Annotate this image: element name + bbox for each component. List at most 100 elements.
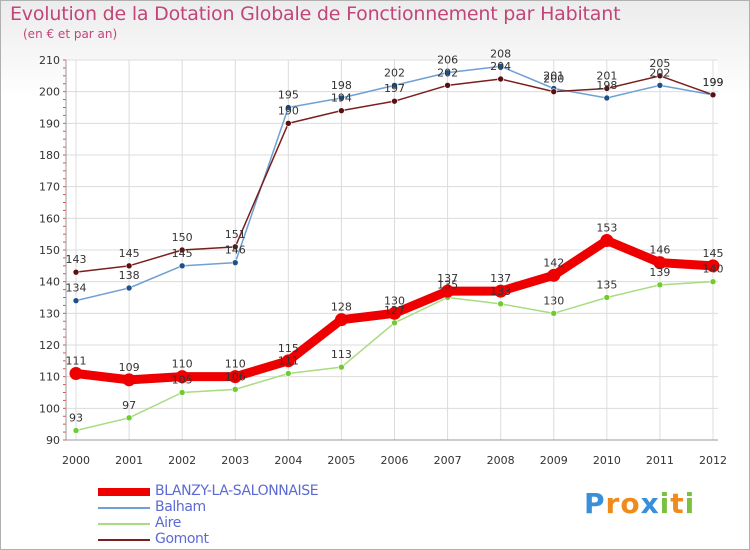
data-label-balham: 202	[649, 66, 670, 79]
logo-letter: i	[684, 487, 696, 520]
data-label-blanzy-la-salonnaise: 109	[119, 361, 140, 374]
x-tick-label: 2010	[593, 454, 621, 467]
data-point-aire	[550, 310, 558, 317]
data-point-blanzy-la-salonnaise	[547, 268, 561, 282]
legend-swatch	[98, 488, 150, 496]
data-label-balham: 201	[543, 70, 564, 83]
data-label-balham: 198	[331, 79, 352, 92]
data-label-gomont: 151	[225, 228, 246, 241]
data-point-blanzy-la-salonnaise	[653, 256, 667, 270]
data-label-gomont: 205	[649, 57, 670, 70]
data-label-gomont: 197	[384, 82, 405, 95]
data-label-aire: 111	[278, 355, 299, 368]
data-point-balham	[338, 94, 345, 102]
data-label-aire: 135	[437, 279, 458, 292]
data-label-balham: 145	[172, 247, 193, 260]
data-label-blanzy-la-salonnaise: 153	[596, 222, 617, 235]
data-label-aire: 97	[122, 399, 136, 412]
data-point-blanzy-la-salonnaise	[441, 284, 455, 298]
data-point-gomont	[125, 262, 133, 270]
data-label-aire: 133	[490, 285, 511, 298]
data-label-blanzy-la-salonnaise: 146	[649, 244, 670, 257]
data-label-gomont: 190	[278, 104, 299, 117]
data-point-blanzy-la-salonnaise	[388, 306, 401, 320]
y-tick-label: 210	[39, 54, 60, 67]
data-point-aire	[603, 294, 611, 301]
chart-title: Evolution de la Dotation Globale de Fonc…	[10, 3, 621, 25]
data-point-gomont	[603, 85, 611, 92]
data-point-aire	[497, 300, 504, 308]
data-point-aire	[391, 319, 398, 327]
data-label-balham: 199	[703, 76, 724, 89]
data-point-blanzy-la-salonnaise	[228, 370, 242, 384]
y-tick-label: 160	[39, 212, 60, 225]
data-point-aire	[72, 427, 80, 434]
x-tick-label: 2003	[221, 454, 249, 467]
data-point-blanzy-la-salonnaise	[122, 373, 136, 387]
chart-subtitle: (en € et par an)	[23, 27, 118, 41]
data-label-gomont: 150	[172, 231, 193, 244]
x-tick-label: 2002	[168, 454, 196, 467]
legend-swatch	[98, 539, 150, 541]
data-label-aire: 106	[225, 370, 246, 383]
data-point-gomont	[178, 246, 186, 254]
data-point-balham	[444, 69, 451, 76]
data-point-blanzy-la-salonnaise	[69, 367, 83, 380]
x-tick-label: 2007	[434, 454, 462, 467]
x-tick-label: 2005	[327, 454, 355, 467]
logo-letter: r	[605, 487, 621, 520]
data-label-aire: 105	[172, 374, 193, 387]
data-label-blanzy-la-salonnaise: 145	[703, 247, 724, 260]
data-point-gomont	[391, 97, 398, 105]
data-point-gomont	[72, 268, 80, 276]
data-label-gomont: 145	[119, 247, 140, 260]
data-label-aire: 127	[384, 304, 405, 317]
data-label-blanzy-la-salonnaise: 110	[172, 358, 193, 371]
data-label-balham: 198	[596, 79, 617, 92]
data-point-blanzy-la-salonnaise	[334, 313, 348, 327]
x-tick-label: 2001	[115, 454, 143, 467]
data-label-blanzy-la-salonnaise: 111	[66, 355, 87, 368]
legend-swatch	[98, 523, 150, 525]
data-label-blanzy-la-salonnaise: 130	[384, 294, 405, 307]
legend-label: Balham	[155, 499, 206, 515]
y-tick-label: 200	[39, 86, 60, 99]
data-point-gomont	[709, 91, 717, 99]
data-label-balham: 206	[437, 54, 458, 67]
y-tick-label: 110	[39, 371, 60, 384]
data-point-gomont	[550, 88, 558, 95]
data-label-gomont: 199	[703, 76, 724, 89]
data-label-aire: 135	[596, 279, 617, 292]
x-tick-label: 2012	[699, 454, 727, 467]
data-label-blanzy-la-salonnaise: 137	[437, 272, 458, 285]
data-label-aire: 139	[649, 266, 670, 279]
data-point-balham	[231, 259, 239, 266]
data-point-aire	[338, 363, 345, 371]
data-point-aire	[125, 414, 133, 422]
data-point-balham	[391, 82, 398, 89]
data-label-aire: 130	[543, 294, 564, 307]
data-label-gomont: 143	[66, 253, 87, 266]
data-point-blanzy-la-salonnaise	[600, 234, 614, 247]
data-point-aire	[285, 370, 292, 377]
data-label-blanzy-la-salonnaise: 128	[331, 301, 352, 314]
y-tick-label: 190	[39, 117, 60, 130]
y-tick-label: 90	[46, 434, 60, 447]
data-point-blanzy-la-salonnaise	[281, 354, 295, 368]
data-label-blanzy-la-salonnaise: 115	[278, 342, 299, 355]
data-point-gomont	[285, 120, 292, 127]
data-point-blanzy-la-salonnaise	[175, 370, 189, 384]
data-point-aire	[231, 386, 239, 393]
legend-swatch	[98, 507, 150, 509]
logo-letter: o	[620, 487, 641, 520]
data-point-blanzy-la-salonnaise	[706, 259, 720, 273]
legend-label: Gomont	[155, 531, 209, 547]
data-label-gomont: 201	[596, 70, 617, 83]
data-point-gomont	[231, 243, 239, 251]
data-point-balham	[285, 104, 292, 111]
data-label-aire: 93	[69, 412, 83, 425]
data-point-balham	[497, 63, 504, 70]
data-label-gomont: 200	[543, 73, 564, 86]
data-point-gomont	[444, 82, 451, 89]
